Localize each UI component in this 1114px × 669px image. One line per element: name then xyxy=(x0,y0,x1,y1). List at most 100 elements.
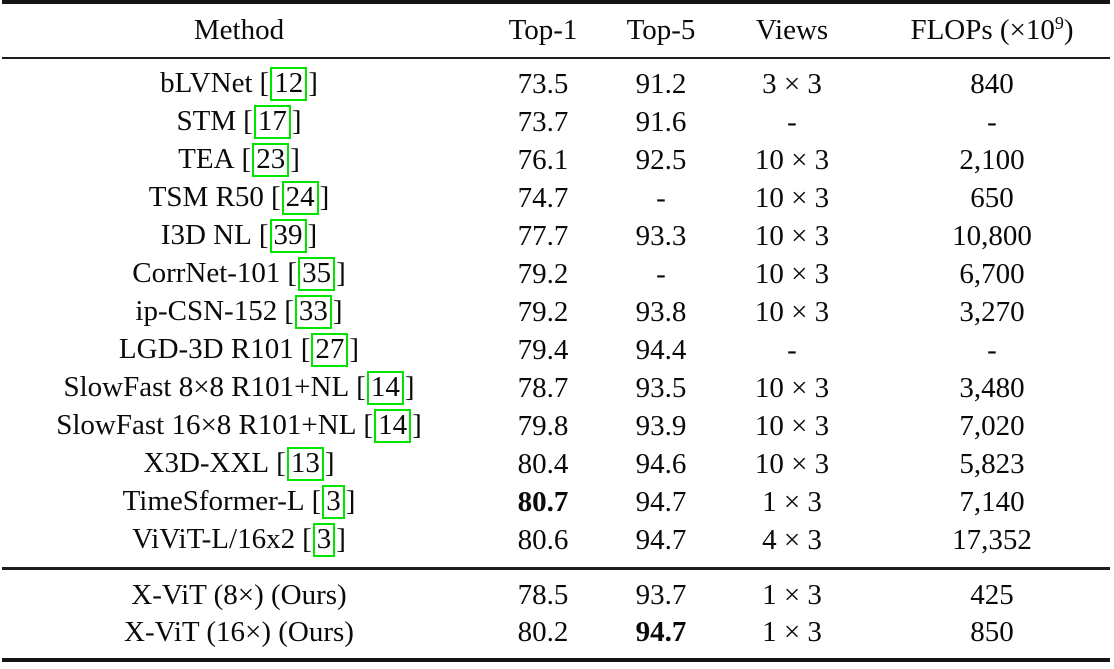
views-value: 10 × 3 xyxy=(754,219,830,252)
column-header-top1: Top-1 xyxy=(508,14,578,46)
citation-close-bracket: ] xyxy=(404,371,415,404)
views-value: 1 × 3 xyxy=(762,616,822,648)
method-name: X-ViT (16×) (Ours) xyxy=(124,616,354,648)
method-cell: ip-CSN-152[33] xyxy=(0,295,478,329)
method-name: TEA xyxy=(178,143,235,176)
method-cell: X-ViT (16×) (Ours) xyxy=(0,616,478,649)
views-value: 1 × 3 xyxy=(762,485,822,518)
citation-open-bracket: [ xyxy=(270,181,281,214)
citation-link[interactable]: 35 xyxy=(298,257,336,291)
method-name: bLVNet xyxy=(160,67,253,100)
flops-header-prefix: FLOPs (×10 xyxy=(910,14,1055,46)
views-value: 10 × 3 xyxy=(754,409,830,442)
top5-value: 92.5 xyxy=(635,143,687,176)
method-cell: CorrNet-101[35] xyxy=(0,257,478,291)
top1-value: 78.5 xyxy=(517,579,569,611)
top1-value: 79.8 xyxy=(517,409,569,442)
top1-value: 80.6 xyxy=(517,523,569,556)
citation-link[interactable]: 12 xyxy=(270,67,308,101)
top5-value: 93.8 xyxy=(635,295,687,328)
views-value: 10 × 3 xyxy=(754,447,830,480)
citation: [27] xyxy=(300,333,360,367)
citation-link[interactable]: 33 xyxy=(294,295,332,329)
citation-link[interactable]: 23 xyxy=(252,143,290,177)
citation-link[interactable]: 14 xyxy=(374,409,412,443)
flops-value: 850 xyxy=(970,616,1014,648)
citation-link[interactable]: 14 xyxy=(366,371,404,405)
citation-open-bracket: [ xyxy=(241,143,252,176)
column-header-flops: FLOPs (×109) xyxy=(870,14,1114,47)
top5-value: 91.2 xyxy=(635,67,687,100)
table-row: SlowFast 8×8 R101+NL[14] 78.7 93.5 10 × … xyxy=(0,369,1114,407)
citation-link[interactable]: 13 xyxy=(286,447,324,481)
column-header-views: Views xyxy=(755,14,829,46)
top5-value: 91.6 xyxy=(635,105,687,138)
method-name: CorrNet-101 xyxy=(132,257,281,290)
flops-value: 17,352 xyxy=(952,523,1032,556)
table-row: X-ViT (8×) (Ours) 78.5 93.7 1 × 3 425 xyxy=(0,577,1114,614)
citation-close-bracket: ] xyxy=(308,67,318,100)
citation-close-bracket: ] xyxy=(336,523,346,556)
bottom-rule xyxy=(2,658,1110,662)
citation-open-bracket: [ xyxy=(363,409,374,442)
method-cell: bLVNet[12] xyxy=(0,67,478,101)
views-value: 10 × 3 xyxy=(754,295,830,328)
top1-value: 79.4 xyxy=(517,333,569,366)
views-value: 10 × 3 xyxy=(754,371,830,404)
method-name: TSM R50 xyxy=(148,181,264,214)
top1-value: 73.5 xyxy=(517,67,569,100)
citation: [14] xyxy=(363,409,422,443)
top1-value: 74.7 xyxy=(517,181,569,214)
top1-value: 78.7 xyxy=(517,371,569,404)
citation-close-bracket: ] xyxy=(412,409,422,442)
citation-link[interactable]: 24 xyxy=(281,181,319,215)
top5-value: - xyxy=(656,257,666,290)
method-name: LGD-3D R101 xyxy=(118,333,294,366)
column-header-top5: Top-5 xyxy=(626,14,696,46)
citation-open-bracket: [ xyxy=(302,523,312,556)
top-rule xyxy=(2,0,1110,4)
citation-link[interactable]: 27 xyxy=(311,333,349,367)
flops-value: 2,100 xyxy=(959,143,1025,176)
table-row: X-ViT (16×) (Ours) 80.2 94.7 1 × 3 850 xyxy=(0,614,1114,651)
citation: [3] xyxy=(302,523,346,557)
top1-value: 77.7 xyxy=(517,219,569,252)
method-cell: X3D-XXL[13] xyxy=(0,447,478,481)
citation-link[interactable]: 17 xyxy=(253,105,291,139)
citation: [39] xyxy=(259,219,317,253)
method-name: SlowFast 8×8 R101+NL xyxy=(63,371,350,404)
method-cell: TSM R50[24] xyxy=(0,181,478,215)
ours-section: X-ViT (8×) (Ours) 78.5 93.7 1 × 3 425 X-… xyxy=(0,570,1114,658)
views-value: - xyxy=(787,105,797,138)
citation-open-bracket: [ xyxy=(300,333,311,366)
table-row: ip-CSN-152[33] 79.2 93.8 10 × 3 3,270 xyxy=(0,293,1114,331)
flops-value: 425 xyxy=(970,579,1014,611)
citation-link[interactable]: 3 xyxy=(322,485,345,519)
method-cell: I3D NL[39] xyxy=(0,219,478,253)
citation-close-bracket: ] xyxy=(349,333,360,366)
views-value: - xyxy=(787,333,797,366)
views-value: 3 × 3 xyxy=(762,67,822,100)
views-value: 4 × 3 xyxy=(762,523,822,556)
top1-value: 79.2 xyxy=(517,295,569,328)
flops-value: - xyxy=(987,105,997,138)
top1-value: 80.2 xyxy=(517,616,569,648)
citation-close-bracket: ] xyxy=(336,257,346,290)
citation: [33] xyxy=(284,295,343,329)
table-row: I3D NL[39] 77.7 93.3 10 × 3 10,800 xyxy=(0,217,1114,255)
main-methods-section: bLVNet[12] 73.5 91.2 3 × 3 840 STM[17] 7… xyxy=(0,59,1114,567)
citation: [3] xyxy=(311,485,355,519)
top1-value: 76.1 xyxy=(517,143,569,176)
citation-open-bracket: [ xyxy=(311,485,322,518)
top5-value: 93.5 xyxy=(635,371,687,404)
flops-header-exponent: 9 xyxy=(1054,13,1064,34)
citation-link[interactable]: 3 xyxy=(312,523,336,557)
citation-link[interactable]: 39 xyxy=(269,219,307,253)
table-row: TEA[23] 76.1 92.5 10 × 3 2,100 xyxy=(0,141,1114,179)
top5-value: - xyxy=(656,181,666,214)
views-value: 1 × 3 xyxy=(762,579,822,611)
flops-value: 3,480 xyxy=(959,371,1025,404)
top1-value: 80.7 xyxy=(517,485,569,518)
flops-value: 6,700 xyxy=(959,257,1025,290)
